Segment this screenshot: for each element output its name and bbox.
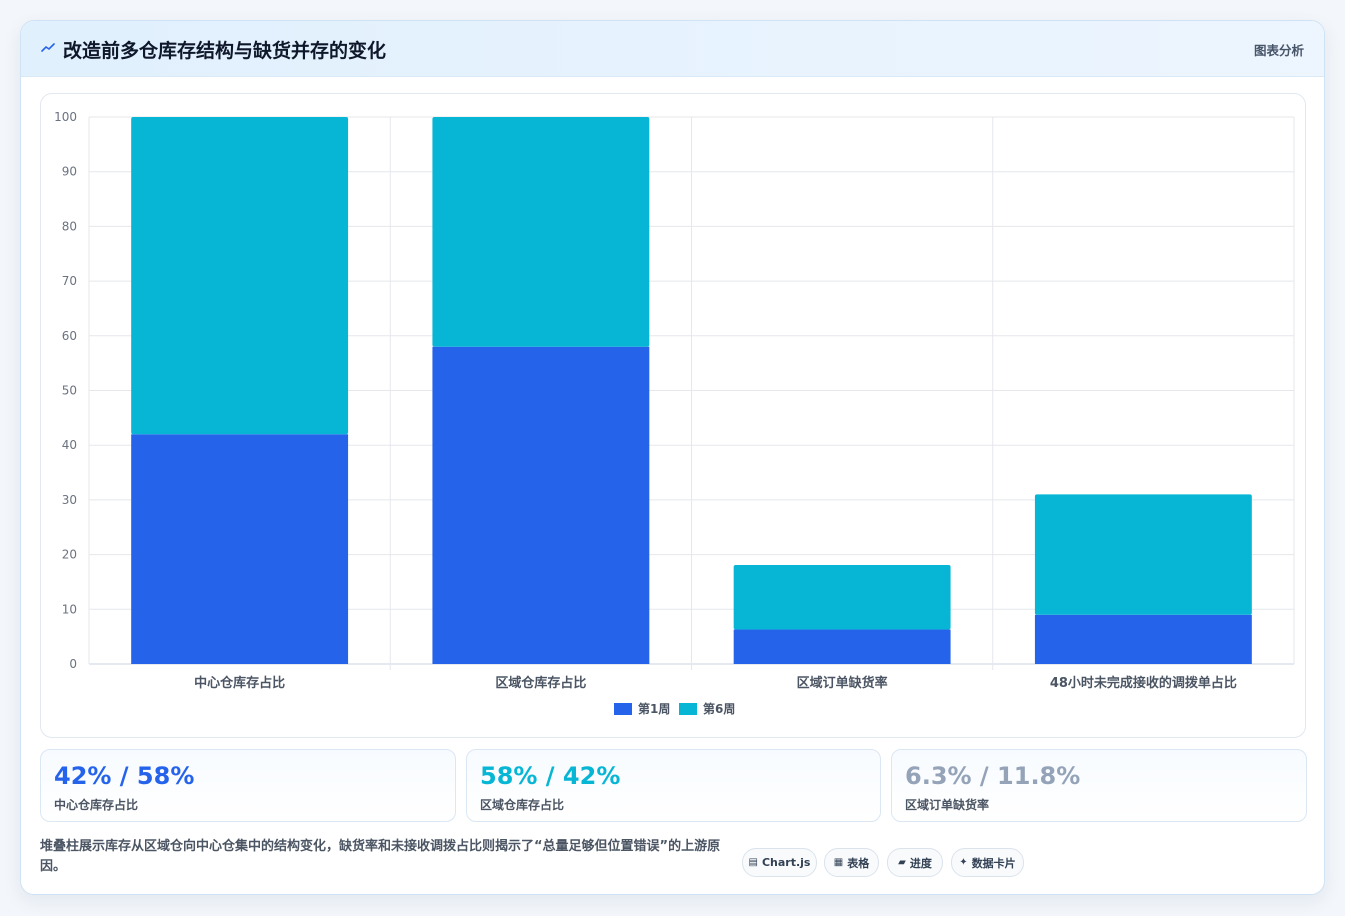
stat-label: 中心仓库存占比 — [54, 798, 139, 812]
y-tick-label: 10 — [62, 602, 77, 616]
y-tick-label: 40 — [62, 438, 77, 452]
legend-swatch — [614, 703, 632, 715]
chart-icon: ▤ — [748, 857, 758, 868]
bar-week6 — [131, 117, 349, 435]
chip-progress[interactable]: ▰ 进度 — [887, 848, 943, 877]
chart-description: 堆叠柱展示库存从区域仓向中心仓集中的结构变化，缺货率和未接收调拨占比则揭示了“总… — [40, 839, 721, 874]
stacked-bar-chart: 0 10 20 30 40 50 60 70 80 90 100 中心仓库存占比 区域仓库存占比 区域订单… — [54, 110, 1295, 716]
bar-week1 — [733, 629, 951, 664]
card-header: 改造前多仓库存结构与缺货并存的变化 图表分析 — [21, 21, 1324, 77]
stat-value: 58% / 42% — [480, 762, 621, 790]
bar-week6 — [1034, 494, 1252, 615]
stat-value: 42% / 58% — [54, 762, 195, 790]
stat-label: 区域仓库存占比 — [480, 798, 565, 812]
legend-label: 第6周 — [703, 701, 735, 716]
stat-label: 区域订单缺货率 — [905, 798, 990, 812]
stat-card-central: 42% / 58% 中心仓库存占比 — [40, 749, 456, 822]
table-icon: ▦ — [833, 857, 844, 868]
stat-card-regional: 58% / 42% 区域仓库存占比 — [466, 749, 881, 822]
bar-week1 — [432, 346, 650, 664]
x-tick-label: 区域仓库存占比 — [495, 675, 586, 691]
sparkle-icon: ✦ — [959, 857, 968, 868]
stat-card-stockout: 6.3% / 11.8% 区域订单缺货率 — [891, 749, 1307, 822]
progress-icon: ▰ — [898, 857, 906, 868]
chip-label: Chart.js — [761, 856, 811, 869]
y-tick-label: 80 — [62, 219, 77, 233]
legend-label: 第1周 — [638, 701, 670, 716]
y-tick-label: 100 — [54, 110, 77, 124]
chip-label: 数据卡片 — [971, 856, 1016, 870]
chip-table[interactable]: ▦ 表格 — [824, 848, 879, 877]
stat-value: 6.3% / 11.8% — [905, 762, 1081, 790]
bar-week1 — [1034, 614, 1252, 664]
page-title: 改造前多仓库存结构与缺货并存的变化 — [63, 40, 387, 62]
x-tick-label: 48小时未完成接收的调拨单占比 — [1050, 675, 1237, 691]
legend-swatch — [679, 703, 697, 715]
chip-data-card[interactable]: ✦ 数据卡片 — [951, 848, 1024, 877]
bar-week1 — [131, 434, 349, 664]
trend-line-icon — [41, 43, 55, 52]
chip-chartjs[interactable]: ▤ Chart.js — [742, 848, 817, 877]
y-tick-label: 20 — [62, 548, 77, 562]
chip-label: 进度 — [909, 856, 932, 870]
chart-container: 0 10 20 30 40 50 60 70 80 90 100 中心仓库存占比 区域仓库存占比 区域订单… — [40, 93, 1306, 738]
y-tick-label: 50 — [62, 384, 77, 398]
y-tick-label: 0 — [69, 657, 77, 671]
y-tick-label: 30 — [62, 493, 77, 507]
x-tick-label: 区域订单缺货率 — [797, 675, 888, 691]
chart-analysis-tag: 图表分析 — [1253, 43, 1304, 58]
chart-card: 改造前多仓库存结构与缺货并存的变化 图表分析 0 10 20 30 40 50 60 70 80… — [20, 20, 1325, 895]
y-tick-label: 70 — [62, 274, 77, 288]
bar-week6 — [432, 117, 650, 347]
bar-week6 — [733, 564, 951, 630]
chip-label: 表格 — [847, 856, 870, 870]
x-tick-label: 中心仓库存占比 — [194, 675, 285, 691]
y-tick-label: 60 — [62, 329, 77, 343]
y-tick-label: 90 — [62, 165, 77, 179]
